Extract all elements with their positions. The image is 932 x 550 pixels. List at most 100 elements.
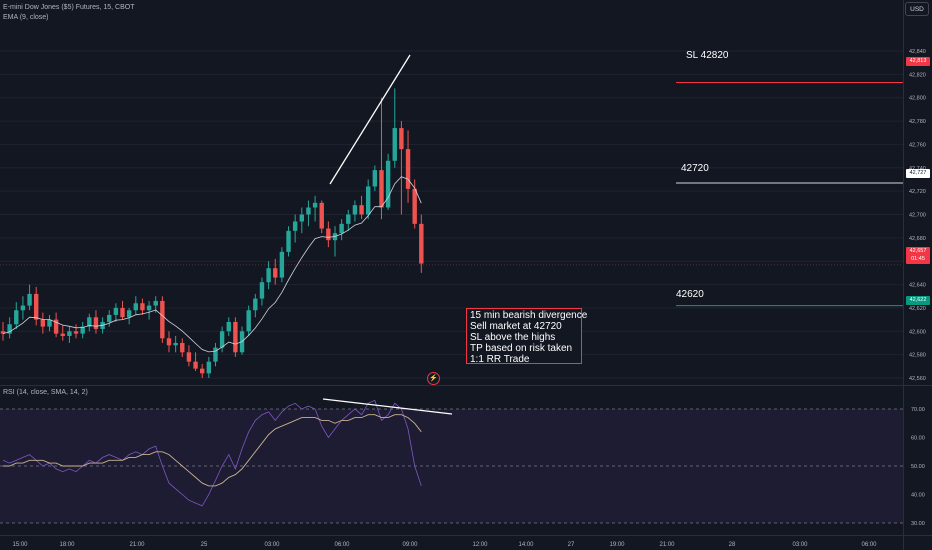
entry-level-label[interactable]: 42720 bbox=[681, 163, 709, 174]
candle-body bbox=[233, 321, 238, 353]
candle-body bbox=[47, 319, 52, 327]
candle-body bbox=[213, 347, 218, 362]
currency-button[interactable]: USD bbox=[905, 2, 929, 16]
candle-body bbox=[186, 352, 192, 362]
candle-body bbox=[193, 361, 198, 369]
candle-body bbox=[319, 202, 324, 229]
candle-body bbox=[34, 293, 39, 320]
candle-body bbox=[93, 317, 99, 329]
candle-body bbox=[166, 338, 172, 346]
candle-body bbox=[67, 331, 72, 336]
candle-body bbox=[120, 307, 125, 318]
time-tick-label: 21:00 bbox=[659, 542, 675, 548]
tp-level-label[interactable]: 42620 bbox=[676, 289, 704, 300]
time-tick-label: 03:00 bbox=[792, 542, 808, 548]
price-tick-label: 42,740 bbox=[909, 166, 926, 172]
candle-body bbox=[312, 202, 318, 208]
time-tick-label: 28 bbox=[729, 542, 736, 548]
candle-body bbox=[226, 321, 231, 332]
time-tick-label: 14:00 bbox=[518, 542, 534, 548]
time-tick-label: 03:00 bbox=[264, 542, 280, 548]
sl-price-box: 42,813 bbox=[906, 57, 930, 66]
candle-body bbox=[366, 186, 371, 215]
sl-level-label[interactable]: SL 42820 bbox=[686, 50, 729, 61]
candle-body bbox=[153, 300, 158, 306]
candle-body bbox=[412, 188, 417, 224]
trade-note-callout[interactable]: 15 min bearish divergence Sell market at… bbox=[466, 308, 588, 366]
candle-body bbox=[292, 221, 298, 231]
candle-body bbox=[133, 303, 138, 311]
candle-body bbox=[339, 223, 344, 234]
time-tick-label: 18:00 bbox=[59, 542, 75, 548]
candle-body bbox=[87, 317, 92, 327]
candle-body bbox=[259, 282, 265, 299]
candle-body bbox=[279, 251, 285, 278]
candle-body bbox=[40, 319, 46, 327]
current-price-box: 42,657 bbox=[906, 247, 930, 256]
price-tick-label: 42,840 bbox=[909, 49, 926, 55]
note-line: 1:1 RR Trade bbox=[470, 354, 530, 366]
rsi-tick-label: 60.00 bbox=[911, 436, 925, 442]
candle-body bbox=[419, 223, 424, 264]
candle-body bbox=[107, 314, 112, 322]
rsi-tick-label: 70.00 bbox=[911, 407, 925, 413]
price-tick-label: 42,680 bbox=[909, 236, 926, 242]
symbol-title[interactable]: E-mini Dow Jones ($5) Futures, 15, CBOT bbox=[3, 4, 135, 11]
rsi-tick-label: 40.00 bbox=[911, 493, 925, 499]
candle-body bbox=[379, 170, 384, 208]
rsi-line bbox=[2, 399, 422, 507]
price-trendline bbox=[329, 54, 411, 185]
candle-body bbox=[53, 319, 59, 334]
candle-body bbox=[385, 160, 391, 208]
time-tick-label: 12:00 bbox=[472, 542, 488, 548]
price-tick-label: 42,820 bbox=[909, 72, 926, 78]
candle-body bbox=[180, 342, 185, 353]
candle-body bbox=[146, 305, 152, 311]
price-tick-label: 42,700 bbox=[909, 213, 926, 219]
candle-body bbox=[372, 170, 378, 187]
time-tick-label: 15:00 bbox=[12, 542, 28, 548]
candle-body bbox=[113, 307, 119, 315]
candle-body bbox=[246, 310, 251, 332]
rsi-trendline bbox=[322, 398, 453, 415]
candle-body bbox=[352, 205, 358, 215]
entry-price-box: 42,727 bbox=[906, 169, 930, 178]
candle-body bbox=[306, 207, 311, 215]
candle-body bbox=[206, 361, 212, 374]
ema-legend[interactable]: EMA (9, close) bbox=[3, 14, 49, 21]
ema-line bbox=[2, 176, 422, 353]
candle-body bbox=[219, 331, 225, 348]
rsi-tick-label: 50.00 bbox=[911, 464, 925, 470]
time-tick-label: 21:00 bbox=[129, 542, 145, 548]
note-line: 15 min bearish divergence bbox=[470, 310, 588, 321]
price-tick-label: 42,620 bbox=[909, 306, 926, 312]
candle-body bbox=[392, 128, 397, 161]
candle-body bbox=[399, 128, 404, 150]
candle-body bbox=[200, 368, 205, 374]
time-tick-label: 19:00 bbox=[609, 542, 625, 548]
rsi-tick-label: 30.00 bbox=[911, 521, 925, 527]
candle-body bbox=[0, 331, 6, 334]
candle-body bbox=[140, 303, 145, 311]
candle-body bbox=[273, 268, 278, 278]
candle-body bbox=[299, 214, 304, 222]
alert-bolt-icon[interactable]: ⚡ bbox=[427, 372, 440, 385]
candle-body bbox=[7, 324, 12, 334]
candle-body bbox=[126, 310, 132, 318]
price-tick-label: 42,640 bbox=[909, 283, 926, 289]
candle-body bbox=[346, 214, 351, 224]
tp-price-box: 42,622 bbox=[906, 296, 930, 305]
price-tick-label: 42,760 bbox=[909, 142, 926, 148]
rsi-legend[interactable]: RSI (14, close, SMA, 14, 2) bbox=[3, 389, 88, 396]
candle-body bbox=[60, 333, 65, 336]
candle-body bbox=[266, 268, 271, 283]
candle-body bbox=[359, 205, 364, 215]
time-tick-label: 25 bbox=[201, 542, 208, 548]
time-tick-label: 27 bbox=[568, 542, 575, 548]
note-line: Sell market at 42720 bbox=[470, 321, 562, 333]
bar-countdown: 01:45 bbox=[906, 255, 930, 264]
time-tick-label: 09:00 bbox=[402, 542, 418, 548]
candle-body bbox=[160, 300, 165, 339]
price-tick-label: 42,780 bbox=[909, 119, 926, 125]
